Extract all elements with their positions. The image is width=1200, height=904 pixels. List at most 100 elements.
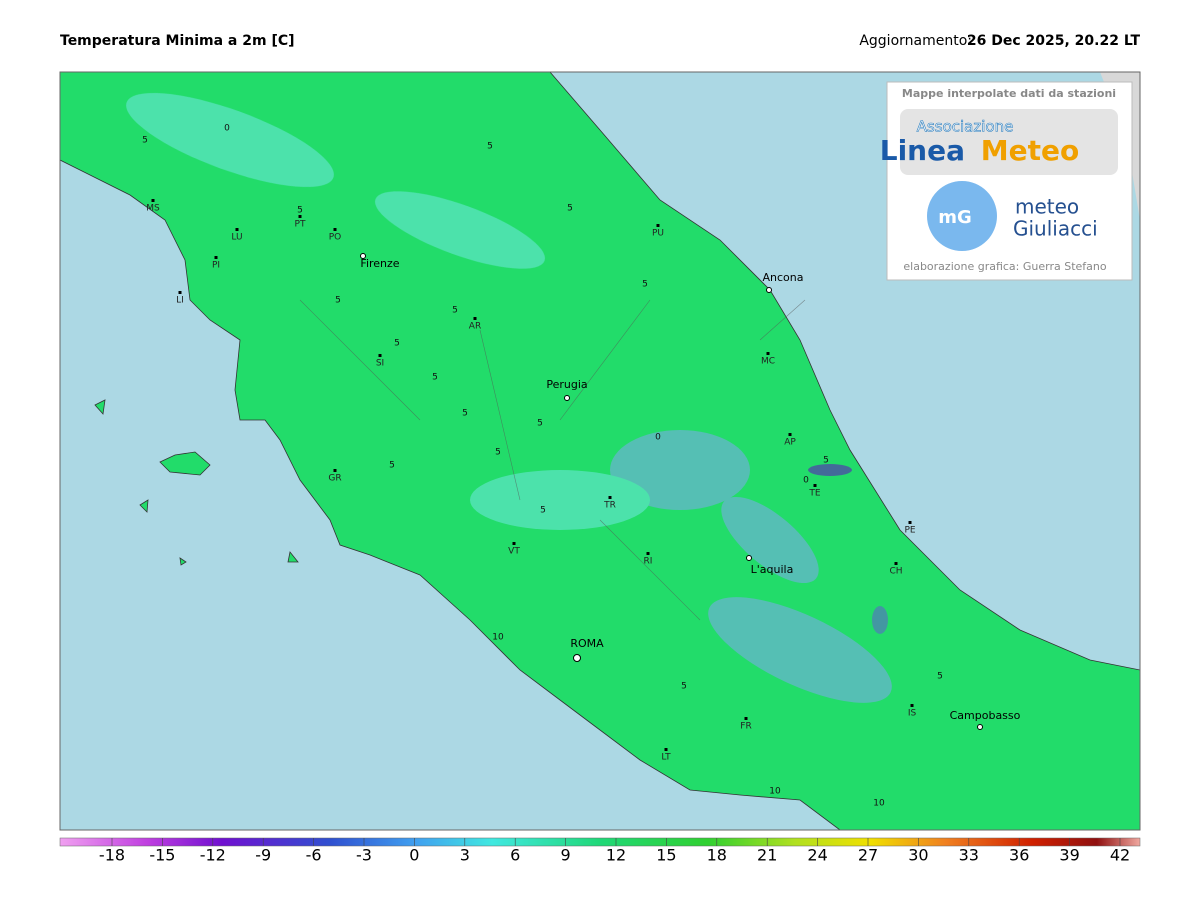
contour-label: 5 (452, 306, 458, 316)
province-dot (178, 291, 182, 294)
legend-tick-label: -9 (255, 846, 271, 865)
province-label: PU (652, 229, 664, 239)
province-dot (910, 704, 914, 707)
contour-label: 5 (142, 136, 148, 146)
logo-meteo: meteo (1015, 195, 1079, 219)
legend-tick-label: -3 (356, 846, 372, 865)
logo-credit: elaborazione grafica: Guerra Stefano (903, 260, 1107, 273)
legend-tick-label: 27 (858, 846, 878, 865)
contour-label: 5 (642, 280, 648, 290)
contour-label: 5 (394, 339, 400, 349)
legend-tick-label: 39 (1059, 846, 1079, 865)
legend-tick-label: 33 (959, 846, 979, 865)
province-label: IS (908, 709, 917, 719)
city-label: L'aquila (751, 563, 794, 576)
province-label: PE (904, 526, 915, 536)
legend-tick-label: 36 (1009, 846, 1029, 865)
legend-tick-label: -6 (306, 846, 322, 865)
contour-label: 5 (495, 448, 501, 458)
city-label: Firenze (360, 257, 399, 270)
logo-icon (927, 181, 997, 251)
city-label: Campobasso (950, 709, 1021, 722)
province-dot (664, 748, 668, 751)
province-dot (646, 552, 650, 555)
logo-brand-b: Meteo (981, 134, 1079, 167)
city-dot (564, 395, 570, 401)
contour-label: 5 (681, 682, 687, 692)
province-label: AP (784, 438, 796, 448)
borders (299, 299, 806, 621)
province-dot (656, 224, 660, 227)
legend-tick-label: 3 (460, 846, 470, 865)
province-label: FR (740, 722, 751, 732)
legend-tick-label: 30 (908, 846, 928, 865)
province-label: PI (212, 261, 220, 271)
province-dot (214, 256, 218, 259)
contour-label: 5 (937, 672, 943, 682)
logo-caption: Mappe interpolate dati da stazioni (902, 87, 1116, 100)
contour-label: 5 (567, 204, 573, 214)
province-label: MS (146, 204, 160, 214)
contour-label: 5 (487, 142, 493, 152)
province-dot (788, 433, 792, 436)
contour-label: 5 (823, 456, 829, 466)
province-label: CH (889, 567, 902, 577)
city-label: Ancona (763, 271, 804, 284)
province-label: PT (295, 220, 306, 230)
legend-tick-label: 15 (656, 846, 676, 865)
map-frame (59, 71, 1141, 831)
province-dot (813, 484, 817, 487)
contour-label: 0 (655, 433, 661, 443)
province-label: LT (661, 753, 671, 763)
contour-label: 0 (224, 124, 230, 134)
contour-label: 0 (803, 476, 809, 486)
legend-tick-label: 18 (707, 846, 727, 865)
cold-areas (126, 92, 892, 703)
land (60, 72, 1140, 830)
province-dot (333, 469, 337, 472)
legend-tick-label: -12 (200, 846, 226, 865)
legend-tick-label: 42 (1110, 846, 1130, 865)
update-label: Aggiornamento: (859, 33, 972, 49)
legend-tick-label: 12 (606, 846, 626, 865)
province-dot (151, 199, 155, 202)
province-label: VT (508, 547, 520, 557)
province-label: MC (761, 357, 775, 367)
logo-assoc: Associazione (917, 118, 1014, 136)
update-value: 26 Dec 2025, 20.22 LT (967, 33, 1141, 49)
province-label: SI (376, 359, 384, 369)
legend-tick-label: 6 (510, 846, 520, 865)
contour-label: 5 (335, 296, 341, 306)
city-dot (977, 724, 983, 730)
places: Firenze Ancona Perugia L'aquila ROMA Campobas… (142, 124, 1021, 809)
title: Temperatura Minima a 2m [C] (60, 33, 295, 49)
contour-label: 5 (389, 461, 395, 471)
logo-mg: mG (938, 207, 972, 228)
province-label: TE (808, 489, 820, 499)
contour-label: 5 (540, 506, 546, 516)
province-dot (894, 562, 898, 565)
province-label: AR (469, 322, 481, 332)
city-dot (766, 287, 772, 293)
province-dot (608, 496, 612, 499)
colorbar (59, 837, 1141, 847)
logo-box: Mappe interpolate dati da stazioni Assoc… (880, 81, 1133, 281)
province-dot (766, 352, 770, 355)
province-dot (908, 521, 912, 524)
province-dot (512, 542, 516, 545)
legend-tick-label: 0 (409, 846, 419, 865)
province-label: LU (231, 233, 242, 243)
legend-tick-label: -15 (149, 846, 175, 865)
province-dot (333, 228, 337, 231)
legend-tick-label: 21 (757, 846, 777, 865)
legend-tick-label: 24 (807, 846, 827, 865)
province-label: GR (328, 474, 341, 484)
contour-label: 10 (492, 633, 504, 643)
legend-tick-label: -18 (99, 846, 125, 865)
legend-tick-label: 9 (561, 846, 571, 865)
province-label: RI (644, 557, 653, 567)
city-dot (746, 555, 752, 561)
city-dot (360, 253, 366, 259)
